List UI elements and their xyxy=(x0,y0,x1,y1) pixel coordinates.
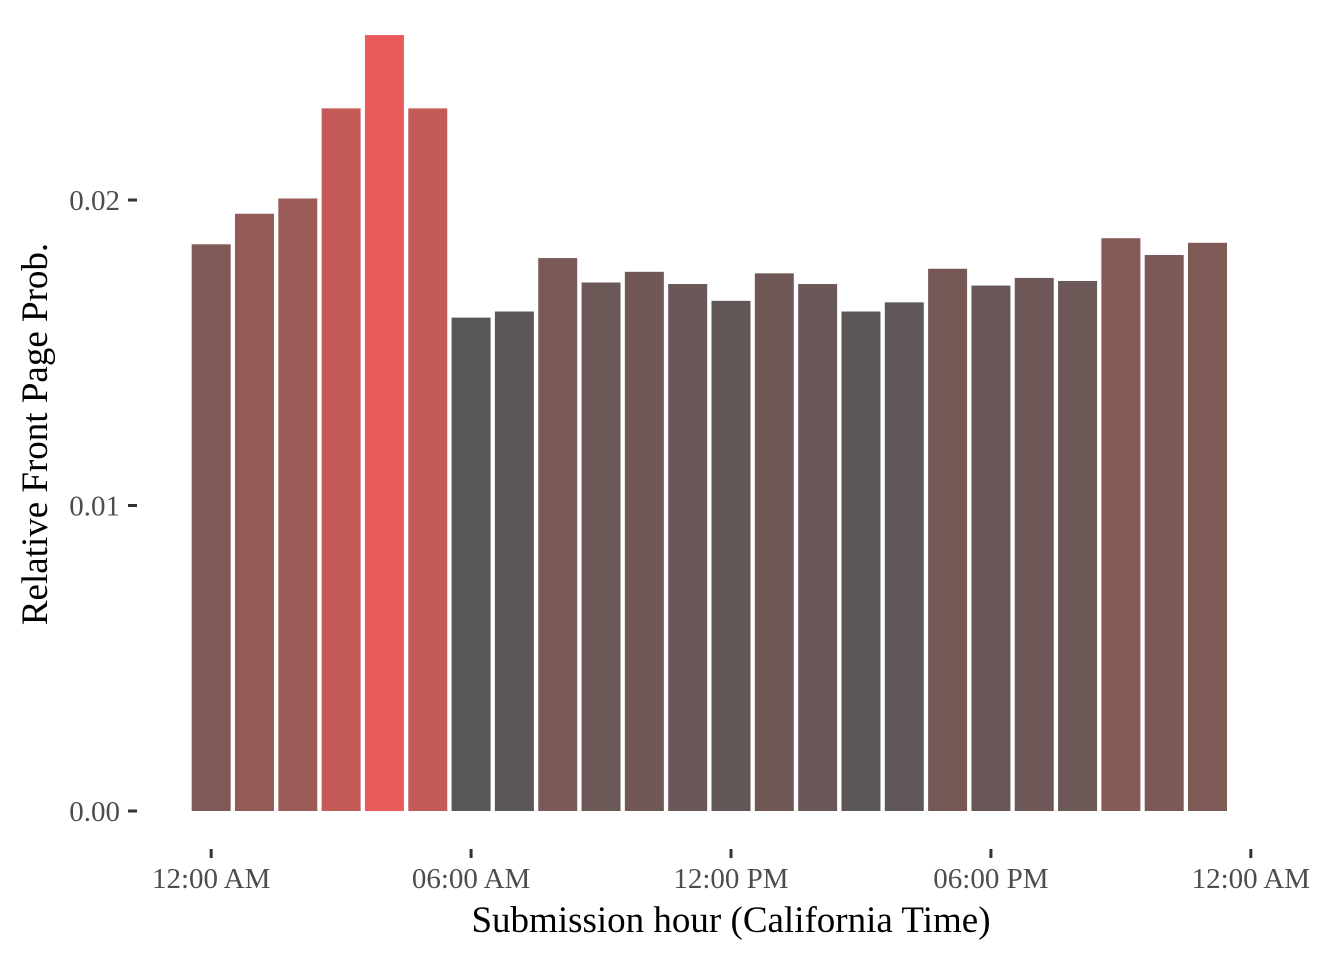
y-tick-label: 0.01 xyxy=(69,491,120,523)
bar-hour-15 xyxy=(841,311,881,811)
bar-hour-16 xyxy=(884,302,924,811)
bar-hour-9 xyxy=(581,282,621,811)
y-tick-label: 0.00 xyxy=(69,796,120,828)
x-tick-label: 12:00 PM xyxy=(673,863,788,895)
bar-hour-22 xyxy=(1144,255,1184,811)
bar-hour-14 xyxy=(798,284,838,811)
x-tick-label: 12:00 AM xyxy=(1192,863,1310,895)
bar-hour-12 xyxy=(711,300,751,811)
bar-hour-4 xyxy=(364,35,404,812)
bar-hour-17 xyxy=(928,268,968,811)
y-axis: 0.00 0.01 0.02 xyxy=(69,185,137,828)
bar-hour-21 xyxy=(1101,238,1141,811)
bar-hour-10 xyxy=(624,271,664,811)
bar-hour-8 xyxy=(538,258,578,811)
bar-hour-13 xyxy=(754,273,794,812)
bar-hour-20 xyxy=(1058,280,1098,812)
x-axis-title: Submission hour (California Time) xyxy=(471,900,990,941)
bar-hour-5 xyxy=(408,108,448,812)
bar-hour-0 xyxy=(191,244,231,811)
bar-hour-18 xyxy=(971,285,1011,811)
bar-hour-3 xyxy=(321,108,361,812)
x-tick-label: 06:00 AM xyxy=(412,863,530,895)
x-axis: 12:00 AM 06:00 AM 12:00 PM 06:00 PM 12:00 AM xyxy=(152,849,1310,895)
bar-hour-7 xyxy=(494,311,534,811)
bar-hour-1 xyxy=(234,213,274,811)
y-axis-title: Relative Front Page Prob. xyxy=(15,243,56,625)
x-tick-label: 12:00 AM xyxy=(152,863,270,895)
bar-hour-6 xyxy=(451,317,491,811)
x-tick-label: 06:00 PM xyxy=(933,863,1048,895)
bar-hour-19 xyxy=(1014,277,1054,811)
bars-group xyxy=(191,35,1228,812)
bar-hour-2 xyxy=(278,198,318,812)
y-tick-label: 0.02 xyxy=(69,185,120,217)
bar-hour-23 xyxy=(1188,242,1228,812)
bar-hour-11 xyxy=(668,284,708,811)
